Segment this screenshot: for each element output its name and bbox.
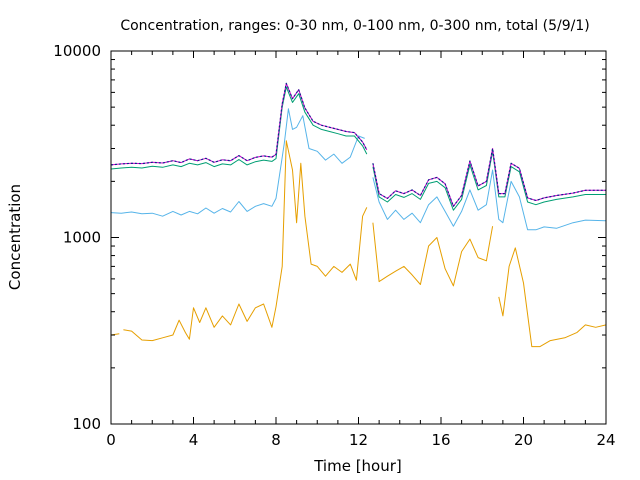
plot-frame <box>110 50 607 425</box>
chart-title: Concentration, ranges: 0-30 nm, 0-100 nm… <box>120 18 589 34</box>
x-tick-label: 20 <box>514 431 533 449</box>
series-line-4 <box>110 82 606 207</box>
axis-layer: 0 4 8 12 16 20 24 100 1000 10000 <box>53 42 615 449</box>
x-tick-label: 8 <box>271 431 281 449</box>
y-tick-label: 1000 <box>63 229 101 247</box>
series-line-3 <box>110 86 606 211</box>
series-layer <box>110 82 607 348</box>
x-axis-label: Time [hour] <box>313 457 402 475</box>
y-tick-label: 10000 <box>53 42 101 60</box>
y-tick-label: 100 <box>72 415 101 433</box>
x-tick-label: 4 <box>189 431 199 449</box>
y-axis-label: Concentration <box>6 184 24 290</box>
series-line-2 <box>110 108 607 231</box>
series-line-1 <box>110 140 607 348</box>
series-line-5 <box>110 82 606 207</box>
x-tick-label: 16 <box>431 431 450 449</box>
x-tick-label: 12 <box>349 431 368 449</box>
x-tick-label: 24 <box>596 431 615 449</box>
x-tick-label: 0 <box>106 431 116 449</box>
